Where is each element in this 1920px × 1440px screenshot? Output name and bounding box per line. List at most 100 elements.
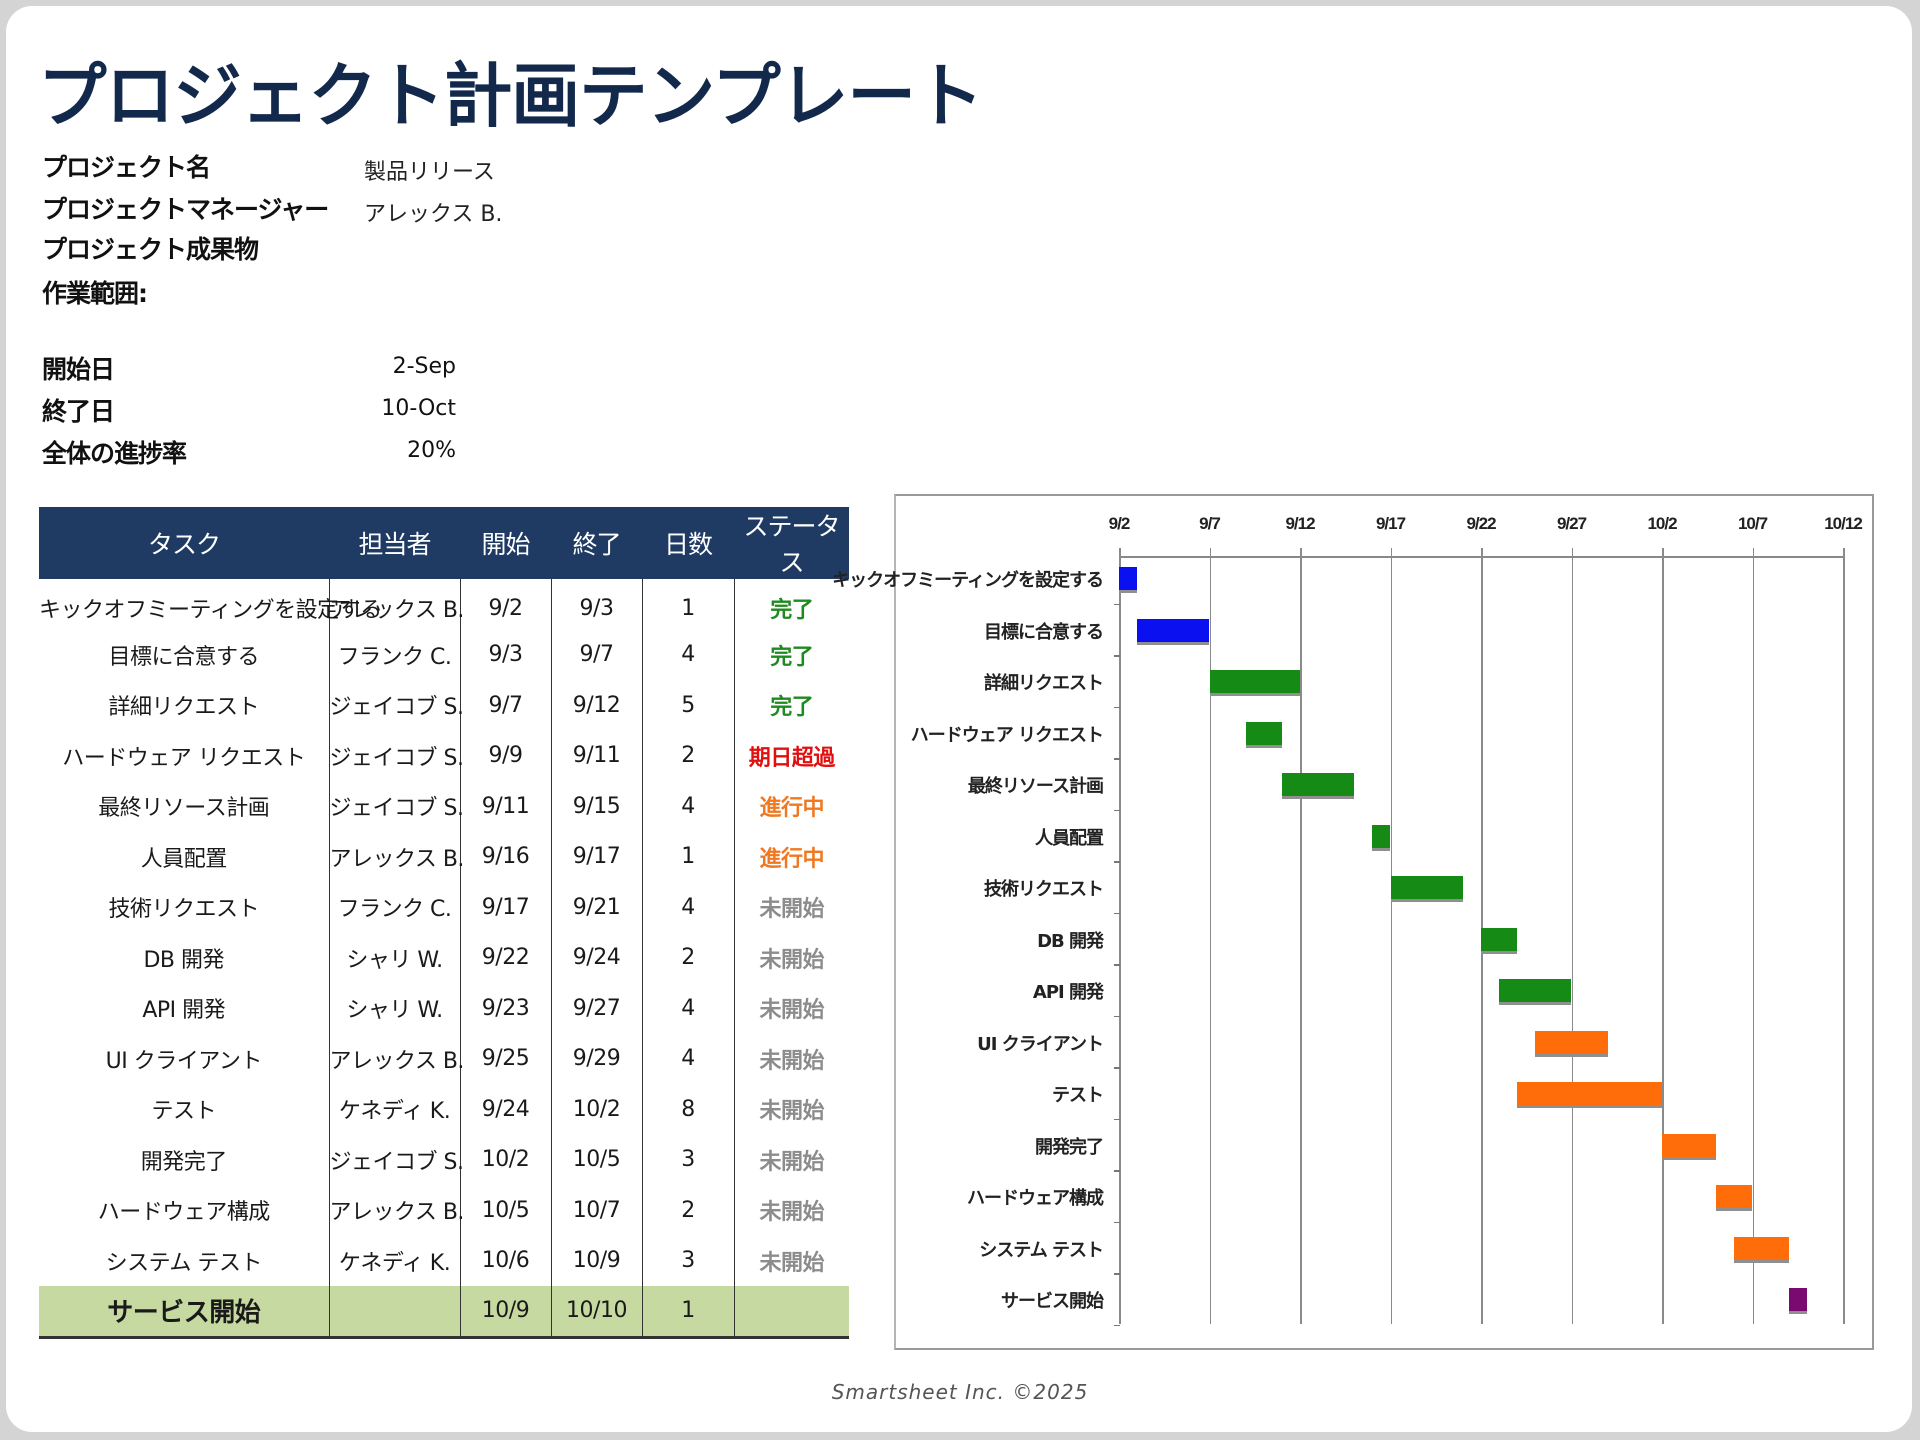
cell-start[interactable]: 9/16: [459, 831, 551, 882]
cell-days[interactable]: 4: [641, 882, 734, 933]
status-badge[interactable]: 完了: [733, 579, 849, 630]
cell-end[interactable]: 10/10: [550, 1286, 642, 1339]
cell-task[interactable]: システム テスト: [105, 1250, 263, 1276]
gantt-bar[interactable]: [1535, 1030, 1608, 1054]
status-badge[interactable]: 未開始: [733, 932, 849, 983]
header-owner[interactable]: 担当者: [329, 507, 460, 579]
gantt-bar[interactable]: [1716, 1185, 1753, 1208]
cell-end[interactable]: 9/11: [550, 730, 642, 781]
cell-task[interactable]: 人員配置: [140, 846, 228, 872]
cell-owner[interactable]: ケネディ K.: [328, 1235, 460, 1286]
cell-owner[interactable]: シャリ W.: [328, 932, 460, 983]
header-end[interactable]: 終了: [551, 507, 642, 579]
status-badge[interactable]: 未開始: [733, 1134, 849, 1185]
gantt-bar[interactable]: [1245, 721, 1282, 745]
gantt-bar[interactable]: [1137, 618, 1210, 642]
cell-start[interactable]: 10/6: [459, 1235, 551, 1286]
cell-days[interactable]: 4: [641, 781, 734, 832]
cell-days[interactable]: 8: [641, 1084, 734, 1135]
cell-days[interactable]: 2: [641, 932, 734, 983]
cell-task[interactable]: キックオフミーティングを設定する: [39, 598, 382, 624]
cell-owner[interactable]: ジェイコブ S.: [328, 680, 464, 731]
header-task[interactable]: タスク: [39, 507, 329, 579]
cell-owner[interactable]: [328, 1286, 460, 1339]
cell-days[interactable]: 4: [641, 1033, 734, 1084]
cell-task[interactable]: UI クライアント: [105, 1048, 263, 1074]
cell-owner[interactable]: フランク C.: [328, 629, 460, 680]
cell-task[interactable]: 最終リソース計画: [98, 796, 270, 822]
status-badge[interactable]: 未開始: [733, 1235, 849, 1286]
cell-days[interactable]: 4: [641, 629, 734, 680]
cell-start[interactable]: 9/9: [459, 730, 551, 781]
cell-start[interactable]: 9/24: [459, 1084, 551, 1135]
cell-start[interactable]: 9/11: [459, 781, 551, 832]
cell-end[interactable]: 10/2: [550, 1084, 642, 1135]
cell-start[interactable]: 9/22: [459, 932, 551, 983]
status-badge[interactable]: 進行中: [733, 831, 849, 882]
cell-days[interactable]: 2: [641, 730, 734, 781]
cell-end[interactable]: 9/17: [550, 831, 642, 882]
header-days[interactable]: 日数: [642, 507, 734, 579]
cell-task[interactable]: ハードウェア構成: [97, 1200, 271, 1226]
cell-days[interactable]: 1: [641, 1286, 734, 1339]
cell-task[interactable]: テスト: [151, 1099, 216, 1125]
cell-end[interactable]: 10/7: [550, 1185, 642, 1236]
status-badge[interactable]: 未開始: [733, 1084, 849, 1135]
cell-end[interactable]: 9/12: [550, 680, 642, 731]
cell-task[interactable]: API 開発: [142, 998, 226, 1024]
status-badge[interactable]: 未開始: [733, 1185, 849, 1236]
cell-owner[interactable]: ジェイコブ S.: [328, 1134, 464, 1185]
gantt-bar[interactable]: [1517, 1082, 1662, 1105]
cell-owner[interactable]: アレックス B.: [328, 579, 464, 630]
gantt-bar[interactable]: [1281, 773, 1355, 796]
cell-owner[interactable]: アレックス B.: [328, 1185, 464, 1236]
header-status[interactable]: ステータス: [734, 507, 849, 579]
cell-days[interactable]: 3: [641, 1134, 734, 1185]
cell-owner[interactable]: アレックス B.: [328, 1033, 464, 1084]
cell-end[interactable]: 10/9: [550, 1235, 642, 1286]
cell-days[interactable]: 3: [641, 1235, 734, 1286]
cell-start[interactable]: 9/23: [459, 983, 551, 1034]
status-badge[interactable]: 未開始: [733, 882, 849, 933]
cell-days[interactable]: 1: [641, 831, 734, 882]
cell-owner[interactable]: フランク C.: [328, 882, 460, 933]
cell-days[interactable]: 5: [641, 680, 734, 731]
gantt-bar[interactable]: [1734, 1236, 1789, 1260]
cell-task[interactable]: 技術リクエスト: [108, 897, 259, 923]
gantt-bar[interactable]: [1119, 567, 1138, 590]
cell-task[interactable]: DB 開発: [143, 947, 225, 973]
cell-end[interactable]: 9/21: [550, 882, 642, 933]
status-badge[interactable]: 期日超過: [733, 730, 849, 781]
status-badge[interactable]: 完了: [733, 629, 849, 680]
cell-start[interactable]: 9/7: [459, 680, 551, 731]
cell-owner[interactable]: ジェイコブ S.: [328, 730, 464, 781]
header-start[interactable]: 開始: [460, 507, 551, 579]
cell-owner[interactable]: ジェイコブ S.: [328, 781, 464, 832]
cell-owner[interactable]: アレックス B.: [328, 831, 464, 882]
cell-start[interactable]: 10/2: [459, 1134, 551, 1185]
cell-start[interactable]: 9/25: [459, 1033, 551, 1084]
cell-start[interactable]: 9/17: [459, 882, 551, 933]
status-badge[interactable]: 完了: [733, 680, 849, 731]
cell-end[interactable]: 9/27: [550, 983, 642, 1034]
gantt-bar[interactable]: [1662, 1133, 1717, 1157]
cell-task[interactable]: ハードウェア リクエスト: [62, 745, 306, 771]
cell-task[interactable]: サービス開始: [39, 1286, 329, 1339]
cell-days[interactable]: 4: [641, 983, 734, 1034]
cell-end[interactable]: 9/3: [550, 579, 642, 630]
status-badge[interactable]: [733, 1286, 849, 1339]
gantt-bar[interactable]: [1481, 927, 1518, 951]
cell-end[interactable]: 9/24: [550, 932, 642, 983]
cell-days[interactable]: 1: [641, 579, 734, 630]
cell-end[interactable]: 9/29: [550, 1033, 642, 1084]
status-badge[interactable]: 進行中: [733, 781, 849, 832]
cell-start[interactable]: 9/3: [459, 629, 551, 680]
gantt-bar[interactable]: [1372, 824, 1391, 848]
cell-start[interactable]: 9/2: [459, 579, 551, 630]
cell-start[interactable]: 10/5: [459, 1185, 551, 1236]
gantt-bar[interactable]: [1390, 876, 1463, 899]
gantt-bar[interactable]: [1499, 979, 1572, 1002]
cell-task[interactable]: 開発完了: [140, 1149, 228, 1175]
cell-task[interactable]: 目標に合意する: [108, 644, 259, 670]
cell-task[interactable]: 詳細リクエスト: [108, 695, 259, 721]
